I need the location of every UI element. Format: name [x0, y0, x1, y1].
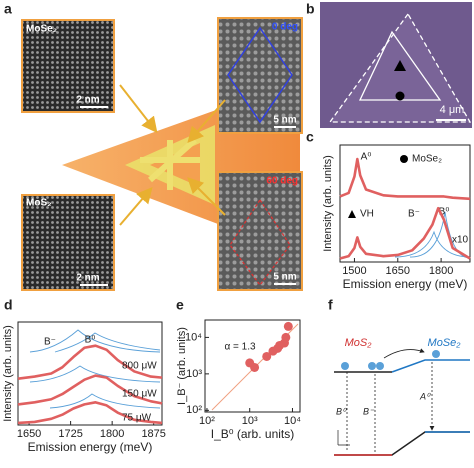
spectrum: [339, 206, 471, 260]
arrow: [187, 177, 226, 216]
panel-b: b 4 μm: [306, 1, 472, 128]
legend-marker: [348, 210, 356, 218]
transition-label: B⁻: [363, 406, 375, 416]
y-tick-label: 10⁴: [185, 331, 202, 343]
legend-marker: [400, 155, 408, 163]
series-label: 150 μW: [122, 389, 157, 400]
image-label: 60 deg: [266, 176, 298, 187]
image: [21, 19, 115, 113]
image-label: MoS₂: [26, 198, 52, 209]
panel-f: [334, 348, 470, 456]
y-axis-label: Intensity (arb. units): [322, 155, 334, 252]
point: [283, 321, 293, 331]
lattice: [229, 198, 291, 286]
point: [250, 362, 260, 372]
panel-label: a: [4, 1, 12, 17]
inner-core: [150, 143, 200, 187]
annotation: B⁻: [408, 209, 420, 220]
y-tick-label: 10³: [186, 368, 202, 380]
x-tick-label: 1800: [100, 428, 124, 440]
scale-label: 2 nm: [76, 273, 99, 284]
spectrum: [17, 374, 163, 406]
panel-a: a MoSe₂ 2 nm MoS₂ 2 nm 0 deg 5 nm 60 deg…: [4, 1, 303, 291]
x-tick-label: 1725: [58, 428, 82, 440]
image: [217, 171, 303, 291]
spectrum: [17, 344, 163, 380]
material-label: MoS₂: [345, 337, 373, 349]
transition-label: B⁰: [336, 406, 347, 416]
x-axis-label: I_B⁰ (arb. units): [211, 427, 295, 441]
arrow: [119, 84, 158, 134]
panel-label: f: [328, 297, 333, 313]
arrow: [187, 99, 226, 144]
x-tick-label: 1875: [141, 428, 165, 440]
image-label: MoSe₂: [26, 24, 57, 35]
y-tick-label: 10²: [186, 404, 202, 416]
series-label: 800 μW: [122, 361, 157, 372]
fit-components: [29, 211, 471, 409]
x-tick-label: 1500: [342, 265, 366, 277]
spectrum: [339, 157, 471, 201]
x-tick-label: 10²: [199, 415, 215, 427]
x-tick-label: 1650: [386, 265, 410, 277]
image: [217, 17, 303, 134]
panel-label: b: [306, 1, 315, 17]
x-axis-label: Emission energy (meV): [343, 277, 468, 291]
annotation: x10: [452, 235, 469, 246]
plot-frame: [204, 319, 301, 413]
spectrum: [17, 401, 163, 425]
x-axis-label: Emission energy (meV): [28, 440, 153, 454]
y-axis-label: Intensity (arb. units): [2, 325, 14, 422]
point: [262, 351, 272, 361]
lattice: [227, 26, 293, 124]
annotation: A⁰: [361, 152, 372, 163]
vh-marker: [394, 60, 406, 71]
annotation: B⁻: [44, 337, 56, 348]
point: [281, 332, 291, 342]
mose2-marker: [395, 91, 405, 101]
scale-label: 5 nm: [273, 115, 296, 126]
plot-frame: [17, 321, 163, 426]
material-label: MoSe₂: [428, 337, 462, 349]
panel-label: d: [4, 297, 13, 313]
series-label: 75 μW: [122, 413, 152, 424]
annotation: B⁰: [439, 207, 450, 218]
series-label: MoSe₂: [412, 154, 442, 165]
image-label: 0 deg: [272, 22, 298, 33]
x-tick-label: 1650: [17, 428, 41, 440]
branches: [140, 137, 200, 190]
panel-label: e: [176, 297, 184, 313]
annotation: B⁰: [85, 335, 96, 346]
x-tick-label: 10⁴: [284, 415, 301, 427]
transition-label: A⁰: [419, 391, 431, 401]
scale-label: 2 nm: [76, 95, 99, 106]
annotation: α = 1.3: [224, 342, 256, 353]
scale-label: 5 nm: [273, 272, 296, 283]
plot-frame: [339, 144, 471, 263]
x-tick-label: 1800: [429, 265, 453, 277]
series-label: VH: [360, 209, 374, 220]
panel-label: c: [306, 129, 314, 145]
image: [21, 194, 115, 291]
y-axis-label: I_B⁻ (arb. units): [176, 327, 188, 405]
x-tick-label: 10³: [242, 415, 258, 427]
arrow: [119, 186, 153, 226]
scale-label: 4 μm: [440, 104, 465, 116]
